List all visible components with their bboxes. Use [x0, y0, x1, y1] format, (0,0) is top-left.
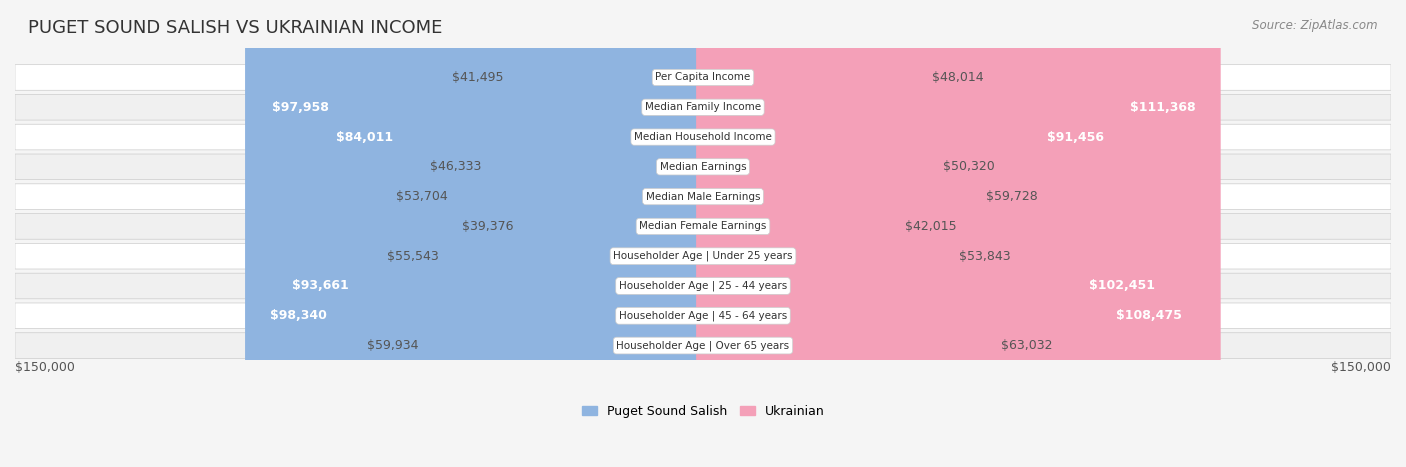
Text: Householder Age | 45 - 64 years: Householder Age | 45 - 64 years: [619, 311, 787, 321]
FancyBboxPatch shape: [267, 0, 710, 467]
FancyBboxPatch shape: [15, 213, 1391, 239]
Text: $108,475: $108,475: [1116, 309, 1182, 322]
FancyBboxPatch shape: [696, 0, 1000, 467]
Text: $97,958: $97,958: [271, 101, 329, 114]
Text: $150,000: $150,000: [15, 361, 75, 374]
Text: $59,728: $59,728: [986, 190, 1038, 203]
FancyBboxPatch shape: [450, 0, 710, 467]
FancyBboxPatch shape: [247, 0, 710, 467]
Text: $111,368: $111,368: [1130, 101, 1195, 114]
FancyBboxPatch shape: [15, 124, 1391, 150]
Text: Householder Age | Over 65 years: Householder Age | Over 65 years: [616, 340, 790, 351]
FancyBboxPatch shape: [15, 64, 1391, 90]
FancyBboxPatch shape: [441, 0, 710, 467]
Text: Householder Age | Under 25 years: Householder Age | Under 25 years: [613, 251, 793, 262]
Text: $98,340: $98,340: [270, 309, 328, 322]
Legend: Puget Sound Salish, Ukrainian: Puget Sound Salish, Ukrainian: [576, 400, 830, 423]
FancyBboxPatch shape: [311, 0, 710, 467]
FancyBboxPatch shape: [696, 0, 1129, 467]
Text: Median Female Earnings: Median Female Earnings: [640, 221, 766, 232]
FancyBboxPatch shape: [15, 333, 1391, 358]
FancyBboxPatch shape: [516, 0, 710, 467]
Text: Median Household Income: Median Household Income: [634, 132, 772, 142]
FancyBboxPatch shape: [15, 184, 1391, 209]
Text: $46,333: $46,333: [430, 160, 481, 173]
Text: Median Family Income: Median Family Income: [645, 102, 761, 112]
Text: $91,456: $91,456: [1047, 131, 1104, 143]
Text: $55,543: $55,543: [387, 250, 439, 263]
FancyBboxPatch shape: [696, 0, 903, 467]
FancyBboxPatch shape: [696, 0, 1220, 467]
FancyBboxPatch shape: [696, 0, 941, 467]
Text: $53,704: $53,704: [395, 190, 447, 203]
FancyBboxPatch shape: [15, 303, 1391, 329]
Text: $50,320: $50,320: [943, 160, 994, 173]
Text: $48,014: $48,014: [932, 71, 984, 84]
FancyBboxPatch shape: [696, 0, 984, 467]
Text: $41,495: $41,495: [451, 71, 503, 84]
Text: PUGET SOUND SALISH VS UKRAINIAN INCOME: PUGET SOUND SALISH VS UKRAINIAN INCOME: [28, 19, 443, 37]
Text: $53,843: $53,843: [959, 250, 1011, 263]
FancyBboxPatch shape: [15, 94, 1391, 120]
FancyBboxPatch shape: [696, 0, 1208, 467]
Text: Householder Age | 25 - 44 years: Householder Age | 25 - 44 years: [619, 281, 787, 291]
Text: Source: ZipAtlas.com: Source: ZipAtlas.com: [1253, 19, 1378, 32]
FancyBboxPatch shape: [484, 0, 710, 467]
Text: $93,661: $93,661: [292, 279, 349, 292]
Text: Median Earnings: Median Earnings: [659, 162, 747, 172]
FancyBboxPatch shape: [15, 273, 1391, 299]
Text: $63,032: $63,032: [1001, 339, 1053, 352]
FancyBboxPatch shape: [696, 0, 931, 467]
Text: $42,015: $42,015: [905, 220, 956, 233]
FancyBboxPatch shape: [15, 154, 1391, 180]
Text: Per Capita Income: Per Capita Income: [655, 72, 751, 83]
Text: $59,934: $59,934: [367, 339, 419, 352]
Text: $84,011: $84,011: [336, 131, 394, 143]
Text: Median Male Earnings: Median Male Earnings: [645, 191, 761, 202]
FancyBboxPatch shape: [696, 0, 1180, 467]
FancyBboxPatch shape: [696, 0, 957, 467]
FancyBboxPatch shape: [245, 0, 710, 467]
Text: $102,451: $102,451: [1088, 279, 1154, 292]
Text: $150,000: $150,000: [1331, 361, 1391, 374]
FancyBboxPatch shape: [506, 0, 710, 467]
Text: $39,376: $39,376: [461, 220, 513, 233]
FancyBboxPatch shape: [422, 0, 710, 467]
FancyBboxPatch shape: [15, 243, 1391, 269]
